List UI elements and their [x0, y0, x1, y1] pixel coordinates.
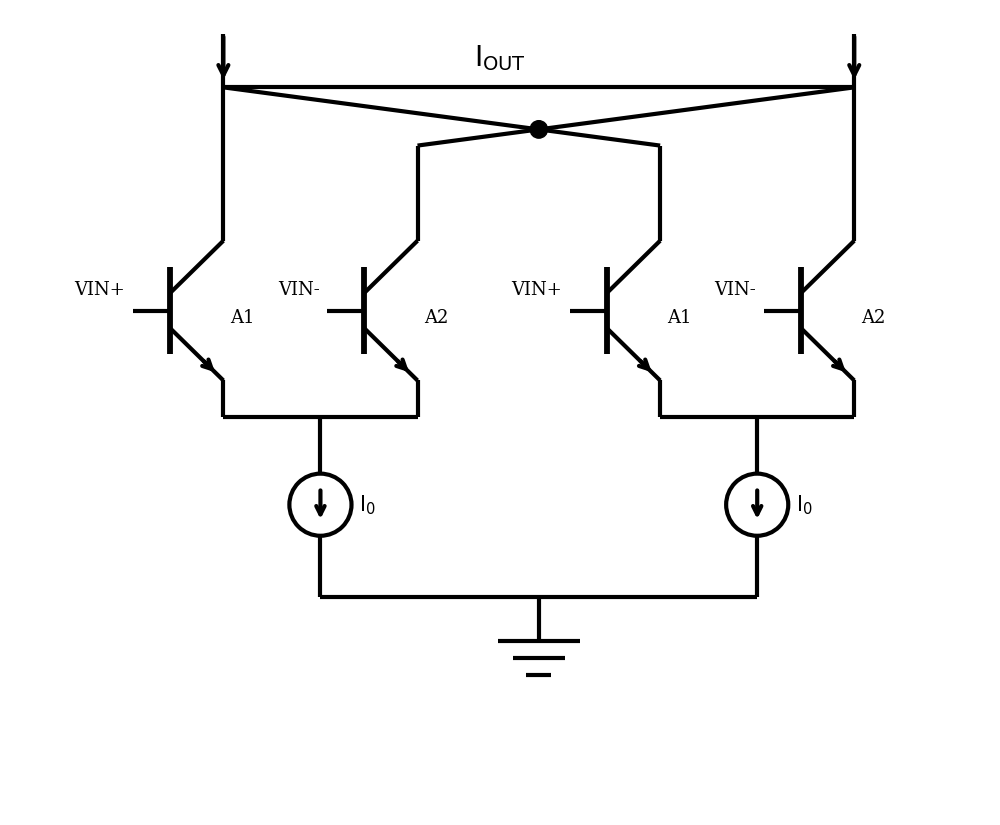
Text: $\mathrm{I_0}$: $\mathrm{I_0}$ — [359, 493, 376, 516]
Text: A2: A2 — [861, 309, 885, 328]
Text: VIN-: VIN- — [714, 281, 756, 299]
Text: $\mathrm{I_{OUT}}$: $\mathrm{I_{OUT}}$ — [474, 43, 526, 73]
Circle shape — [530, 120, 548, 138]
Text: $\mathrm{I_0}$: $\mathrm{I_0}$ — [796, 493, 813, 516]
Text: A2: A2 — [424, 309, 449, 328]
Text: VIN+: VIN+ — [75, 281, 125, 299]
Text: VIN+: VIN+ — [511, 281, 562, 299]
Text: VIN-: VIN- — [278, 281, 319, 299]
Text: A1: A1 — [230, 309, 255, 328]
Text: A1: A1 — [667, 309, 691, 328]
